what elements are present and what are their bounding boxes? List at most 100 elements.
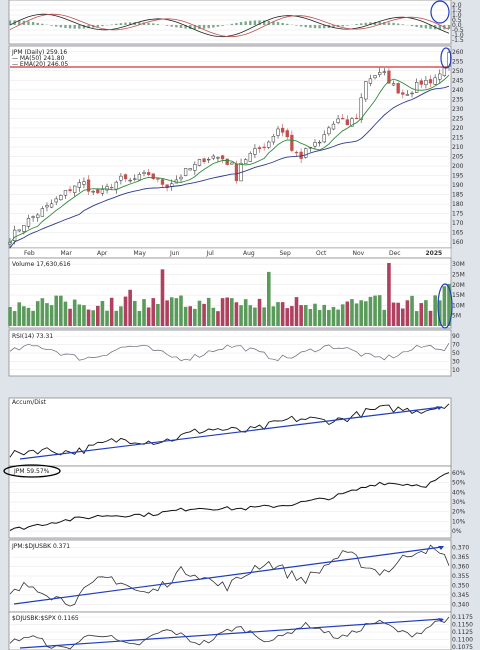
accum-trendline — [19, 406, 443, 460]
volume-bar — [294, 297, 299, 326]
macd-histogram-bar — [147, 22, 150, 25]
volume-bar — [68, 308, 72, 326]
volume-highlight-circle — [437, 283, 453, 329]
price-candle — [267, 141, 271, 148]
macd-histogram-bar — [304, 25, 307, 28]
djusbk-spx-trendline — [19, 618, 443, 649]
price-y-tick: 215 — [452, 134, 464, 141]
djusbk_spx-y-tick: 0.1175 — [452, 614, 473, 621]
macd-histogram-bar — [313, 25, 317, 29]
macd-histogram-bar — [332, 25, 335, 28]
price-candle — [304, 148, 308, 158]
volume-bar — [327, 309, 331, 326]
volume-bar — [447, 283, 451, 326]
volume-bar — [202, 303, 206, 326]
price-candle — [317, 141, 322, 144]
price-candle — [280, 127, 285, 133]
volume-bar — [391, 302, 396, 326]
macd-histogram-bar — [244, 21, 247, 25]
price-candle — [336, 118, 340, 123]
price-candle — [91, 191, 95, 193]
volume-bar — [146, 307, 151, 326]
price-candle — [207, 158, 211, 161]
price-x-tick: Aug — [243, 250, 255, 257]
macd-y-tick: -1.0 — [452, 32, 464, 39]
macd-histogram-bar — [392, 22, 395, 25]
macd-panel — [8, 0, 452, 45]
volume-bar — [377, 295, 382, 326]
price-candle — [257, 147, 262, 150]
volume-bar — [373, 295, 377, 326]
volume-bar — [193, 308, 197, 326]
macd-histogram-bar — [170, 25, 173, 27]
volume-bar — [253, 307, 257, 326]
macd-histogram-bar — [156, 24, 160, 25]
macd-histogram-bar — [27, 21, 30, 25]
accum-panel — [8, 397, 452, 467]
price-candle — [179, 176, 183, 180]
macd-histogram-bar — [175, 25, 178, 28]
price-y-tick: 255 — [452, 58, 464, 65]
macd-histogram-bar — [429, 25, 432, 29]
macd-histogram-bar — [360, 23, 363, 25]
price-y-tick: 225 — [452, 115, 464, 122]
macd-histogram-bar — [424, 25, 428, 29]
volume-bar — [387, 263, 391, 326]
volume-bar — [410, 295, 414, 326]
macd-histogram-bar — [221, 25, 224, 26]
price-candle — [359, 97, 363, 120]
jpm_pct-y-tick: 10% — [452, 518, 466, 525]
macd-histogram-bar — [341, 25, 344, 27]
macd-histogram-bar — [212, 25, 215, 28]
macd-histogram-bar — [318, 25, 321, 29]
djusbk_spx-y-tick: 0.1150 — [452, 622, 473, 629]
volume-bar — [183, 306, 188, 326]
volume-bar — [442, 286, 447, 326]
jpm_pct-y-tick: 60% — [452, 470, 466, 477]
macd-histogram-bar — [198, 25, 201, 29]
price-x-tick: 2025 — [426, 250, 443, 257]
price-candle — [410, 92, 414, 95]
price-y-tick: 180 — [452, 201, 464, 208]
price-candle — [276, 128, 280, 136]
volume-bar — [225, 297, 229, 326]
macd-histogram-bar — [184, 25, 187, 29]
price-y-tick: 170 — [452, 220, 464, 227]
volume-y-tick: 30M — [452, 261, 465, 268]
jpm_pct-y-tick: 0% — [452, 528, 462, 535]
price-x-tick: Dec — [389, 250, 401, 257]
volume-bar — [354, 303, 359, 326]
volume-bar — [262, 307, 266, 326]
price-candle — [8, 241, 12, 245]
macd-histogram-bar — [189, 25, 192, 29]
macd-histogram-bar — [249, 20, 252, 25]
jpm_djusbk-y-tick: 0.355 — [452, 573, 469, 580]
macd-histogram-bar — [179, 25, 183, 29]
price-candle — [68, 189, 72, 192]
djusbk_spx-y-tick: 0.1100 — [452, 637, 473, 644]
macd-histogram-bar — [369, 22, 372, 25]
macd-histogram-bar — [87, 25, 90, 29]
price-y-tick: 245 — [452, 77, 464, 84]
price-candle — [197, 159, 202, 166]
price-candle — [368, 78, 373, 84]
price-candle — [165, 184, 169, 188]
jpm_djusbk-y-tick: 0.345 — [452, 592, 469, 599]
macd-histogram-bar — [267, 20, 270, 25]
volume-bar — [35, 301, 40, 326]
price-candle — [128, 179, 132, 182]
macd-y-tick: -0.5 — [452, 27, 464, 34]
price-candle — [364, 81, 368, 100]
volume-bar — [419, 303, 424, 326]
volume-bar — [100, 301, 105, 326]
price-candle — [442, 67, 447, 76]
price-candle — [234, 163, 239, 182]
price-y-tick: 175 — [452, 211, 464, 218]
volume-y-tick: 20M — [452, 282, 465, 289]
price-candle — [271, 136, 276, 143]
volume-bar — [414, 311, 419, 326]
macd-histogram-bar — [96, 25, 99, 27]
macd-histogram-bar — [378, 21, 381, 25]
macd-histogram-bar — [447, 25, 451, 29]
